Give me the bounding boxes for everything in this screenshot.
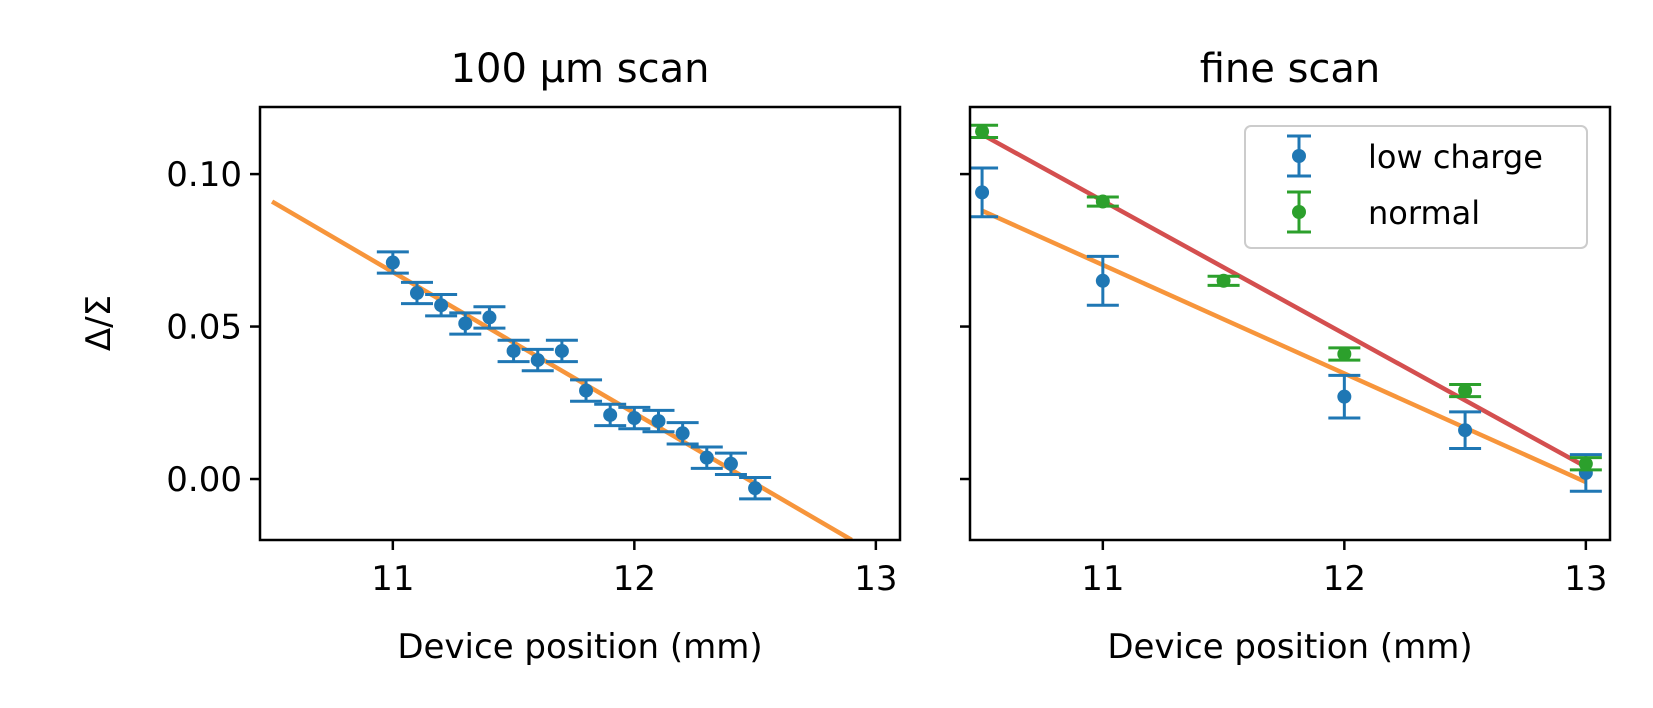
marker <box>1458 423 1473 438</box>
marker <box>627 411 642 426</box>
data-point <box>594 402 627 428</box>
data-point <box>1449 382 1482 399</box>
marker <box>506 343 521 358</box>
axis-ticks: 11 12 13 <box>960 172 1607 599</box>
data-point <box>1328 373 1361 420</box>
plot-area <box>970 123 1602 493</box>
marker <box>579 383 594 398</box>
data-point <box>970 123 999 139</box>
data-point <box>739 475 772 501</box>
y-tick-label: 0.05 <box>166 308 242 348</box>
marker <box>1095 194 1110 209</box>
axis-ticks: 11 12 13 0.00 0.05 0.10 <box>166 155 897 599</box>
data-point <box>425 293 458 318</box>
marker <box>975 185 990 200</box>
x-tick-label: 12 <box>1323 559 1366 599</box>
legend: low charge normal <box>1244 125 1588 249</box>
data-point <box>1207 273 1240 288</box>
x-axis-label: Device position (mm) <box>397 627 762 667</box>
marker <box>699 450 714 465</box>
clipped-plot <box>270 199 853 540</box>
marker <box>482 310 497 325</box>
data-point <box>1569 456 1602 472</box>
marker <box>385 255 400 270</box>
marker <box>1458 383 1473 398</box>
marker <box>723 456 738 471</box>
legend-swatch-normal <box>1287 190 1311 234</box>
data-point <box>570 378 603 403</box>
y-tick-label: 0.00 <box>166 460 242 500</box>
marker <box>1337 389 1352 404</box>
x-axis-label: Device position (mm) <box>1107 627 1472 667</box>
plot-area <box>270 199 853 540</box>
axes-frame <box>258 105 902 542</box>
data-point <box>1328 346 1361 362</box>
panel-title: 100 μm scan <box>451 46 710 92</box>
y-tick-label: 0.10 <box>166 155 242 195</box>
y-axis-label: Δ/Σ <box>79 295 119 351</box>
x-tick-label: 11 <box>371 559 414 599</box>
data-point <box>521 347 554 373</box>
data-point <box>400 280 433 306</box>
x-tick-label: 13 <box>1564 559 1607 599</box>
axes-frame <box>968 105 1612 542</box>
marker <box>434 298 449 313</box>
data-point <box>473 305 506 330</box>
panel-title: fine scan <box>1200 46 1381 92</box>
x-tick-label: 11 <box>1081 559 1124 599</box>
data-point <box>545 338 578 364</box>
data-point <box>376 250 409 275</box>
fit-line-0 <box>981 208 1587 485</box>
data-point <box>970 166 999 219</box>
data-point <box>618 405 651 431</box>
marker <box>530 353 545 368</box>
marker <box>1216 273 1231 288</box>
fit-line-0 <box>270 199 853 540</box>
legend-label-low-charge: low charge <box>1368 138 1543 176</box>
data-point <box>642 408 675 434</box>
legend-swatch-low-charge <box>1287 134 1311 178</box>
marker <box>1578 456 1593 471</box>
marker <box>748 481 763 496</box>
marker <box>458 316 473 331</box>
marker <box>1337 346 1352 361</box>
data-point <box>714 451 747 476</box>
legend-box <box>1244 125 1588 249</box>
panel-100um-scan: 11 12 13 0.00 0.05 0.10 100 μm scan Device po… <box>79 46 902 667</box>
panel-fine-scan: 11 12 13 fine scan Device position (mm) lo… <box>960 46 1612 667</box>
data-point <box>449 311 482 336</box>
clipped-plot <box>970 123 1602 493</box>
data-point <box>1086 254 1119 307</box>
data-point <box>690 445 723 470</box>
marker <box>975 124 990 139</box>
data-point <box>497 338 530 364</box>
marker <box>1095 273 1110 288</box>
data-point <box>666 421 699 446</box>
marker <box>554 343 569 358</box>
marker <box>651 414 666 429</box>
marker <box>675 426 690 441</box>
legend-label-normal: normal <box>1368 194 1480 232</box>
data-point <box>1086 194 1119 209</box>
data-point <box>1449 410 1482 451</box>
x-tick-label: 13 <box>854 559 897 599</box>
marker <box>409 286 424 301</box>
fit-line-1 <box>980 132 1587 469</box>
x-tick-label: 12 <box>613 559 656 599</box>
marker <box>603 407 618 422</box>
